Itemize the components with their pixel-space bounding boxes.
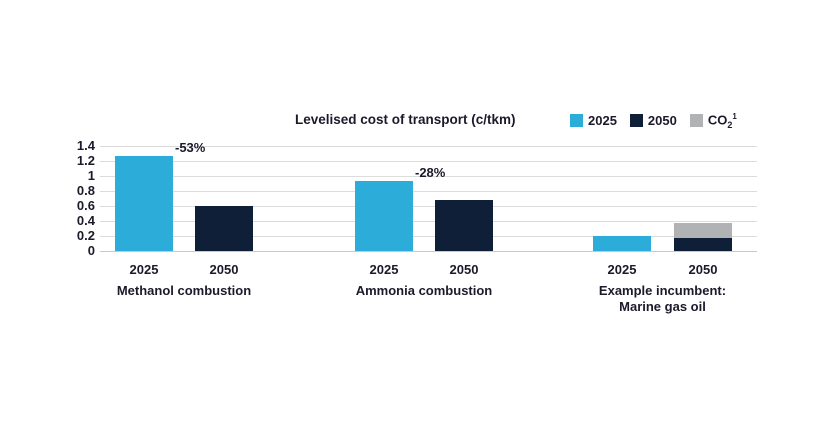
bar-co2-stack-segment bbox=[674, 223, 732, 238]
bar-ammonia-2050 bbox=[435, 200, 493, 251]
y-tick-label: 0.2 bbox=[76, 228, 95, 243]
y-tick-label: 0.8 bbox=[76, 183, 95, 198]
legend-label-co2: CO21 bbox=[708, 112, 737, 130]
reduction-annotation: -53% bbox=[175, 139, 206, 155]
gridline bbox=[100, 236, 757, 237]
co2-subscript: 2 bbox=[727, 119, 733, 130]
gridline bbox=[100, 161, 757, 162]
y-tick-label: 0.4 bbox=[76, 213, 95, 228]
gridline bbox=[100, 146, 757, 147]
y-tick-label: 1.2 bbox=[76, 153, 95, 168]
bar-methanol-2025 bbox=[115, 155, 173, 251]
chart-legend: 2025 2050 CO21 bbox=[570, 112, 760, 130]
chart-title: Levelised cost of transport (c/tkm) bbox=[295, 112, 516, 127]
gridline bbox=[100, 206, 757, 207]
group-label: Methanol combustion bbox=[116, 283, 252, 298]
gridline bbox=[100, 251, 757, 252]
x-axis-year-label: 2025 bbox=[607, 262, 637, 277]
x-axis-year-label: 2025 bbox=[129, 262, 159, 277]
gridline bbox=[100, 221, 757, 222]
bar-example-2025 bbox=[593, 236, 651, 251]
legend-swatch-co2-icon bbox=[689, 114, 703, 128]
legend-label-2025: 2025 bbox=[588, 113, 617, 129]
reduction-annotation: -28% bbox=[415, 165, 446, 181]
co2-footnote-marker: 1 bbox=[732, 112, 737, 121]
legend-item-co2: CO21 bbox=[689, 112, 737, 130]
x-axis-year-label: 2050 bbox=[449, 262, 479, 277]
gridline bbox=[100, 176, 757, 177]
x-axis-year-label: 2050 bbox=[688, 262, 718, 277]
legend-swatch-2050-icon bbox=[629, 114, 643, 128]
gridline bbox=[100, 191, 757, 192]
legend-label-2050: 2050 bbox=[647, 113, 677, 129]
legend-item-2050: 2050 bbox=[629, 113, 677, 129]
x-axis-year-label: 2025 bbox=[369, 262, 399, 277]
y-tick-label: 1.4 bbox=[76, 138, 95, 153]
group-label: Example incumbent: Marine gas oil bbox=[598, 283, 727, 314]
x-axis-year-label: 2050 bbox=[209, 262, 239, 277]
bar-methanol-2050 bbox=[195, 206, 253, 251]
group-label: Ammonia combustion bbox=[355, 283, 493, 298]
plot-area: -53% -28% bbox=[100, 140, 757, 252]
legend-item-2025: 2025 bbox=[570, 113, 617, 128]
bar-ammonia-2025 bbox=[355, 181, 413, 251]
bar-example-2050 bbox=[674, 237, 732, 251]
legend-swatch-2025-icon bbox=[570, 114, 583, 128]
co2-main: CO bbox=[707, 112, 728, 128]
y-tick-label: 0.6 bbox=[76, 198, 95, 213]
y-tick-label: 1 bbox=[87, 168, 95, 183]
y-tick-label: 0 bbox=[87, 243, 95, 258]
y-axis: 1.4 1.2 1 0.8 0.6 0.4 0.2 0 bbox=[55, 0, 95, 442]
